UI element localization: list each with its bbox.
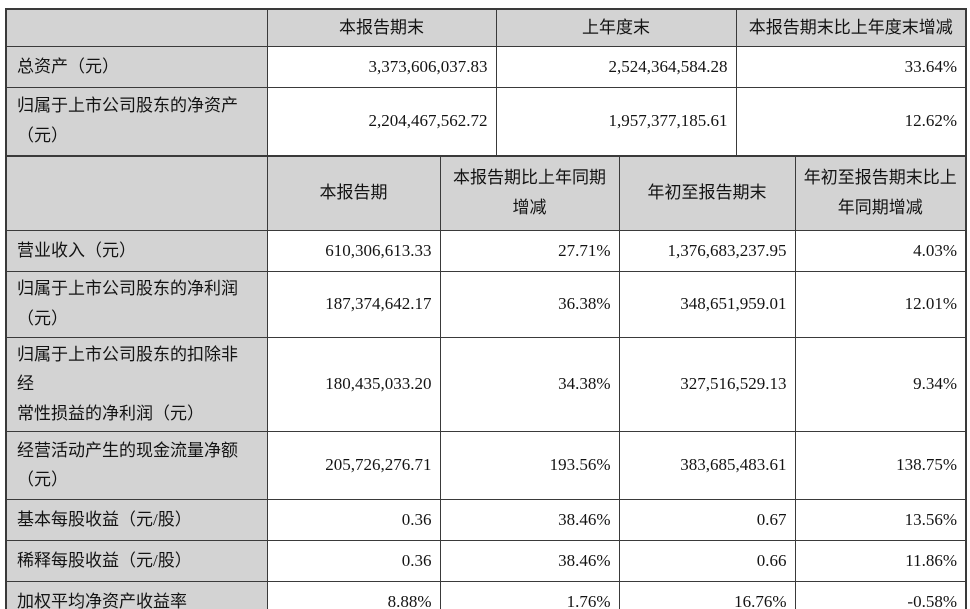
value-prior-year-end: 1,957,377,185.61: [495, 86, 737, 156]
value-prior-year-end: 2,524,364,584.28: [495, 45, 737, 88]
value-yoy-change: 36.38%: [439, 270, 620, 338]
table-row-operating-cash-flow: 经营活动产生的现金流量净额 （元） 205,726,276.71 193.56%…: [5, 430, 967, 500]
table-row-diluted-eps: 稀释每股收益（元/股） 0.36 38.46% 0.66 11.86%: [5, 539, 967, 582]
table-row-operating-revenue: 营业收入（元） 610,306,613.33 27.71% 1,376,683,…: [5, 229, 967, 272]
period-summary-header-row: 本报告期 本报告期比上年同期 增减 年初至报告期末 年初至报告期末比上 年同期增…: [5, 155, 967, 231]
column-header-current-period-end: 本报告期末: [266, 8, 497, 47]
value-yoy-change: 1.76%: [439, 580, 620, 609]
row-label: 归属于上市公司股东的净利润 （元）: [5, 270, 268, 338]
value-ytd-yoy-change: 9.34%: [794, 336, 967, 432]
value-current-period: 0.36: [266, 539, 441, 582]
table-row-basic-eps: 基本每股收益（元/股） 0.36 38.46% 0.67 13.56%: [5, 498, 967, 541]
value-ytd-yoy-change: 138.75%: [794, 430, 967, 500]
value-ytd-yoy-change: -0.58%: [794, 580, 967, 609]
column-header-change: 本报告期末比上年度末增减: [735, 8, 967, 47]
value-ytd: 383,685,483.61: [618, 430, 796, 500]
balance-summary-header-row: 本报告期末 上年度末 本报告期末比上年度末增减: [5, 8, 967, 47]
row-label: 总资产（元）: [5, 45, 268, 88]
value-yoy-change: 27.71%: [439, 229, 620, 272]
value-ytd: 0.66: [618, 539, 796, 582]
column-header-ytd: 年初至报告期末: [618, 155, 796, 231]
value-current-period: 187,374,642.17: [266, 270, 441, 338]
value-current-period-end: 3,373,606,037.83: [266, 45, 497, 88]
value-ytd-yoy-change: 13.56%: [794, 498, 967, 541]
value-current-period: 610,306,613.33: [266, 229, 441, 272]
value-ytd-yoy-change: 11.86%: [794, 539, 967, 582]
table-row-weighted-avg-roe: 加权平均净资产收益率 8.88% 1.76% 16.76% -0.58%: [5, 580, 967, 609]
value-yoy-change: 38.46%: [439, 498, 620, 541]
row-label: 营业收入（元）: [5, 229, 268, 272]
value-yoy-change: 193.56%: [439, 430, 620, 500]
value-ytd: 348,651,959.01: [618, 270, 796, 338]
value-change: 12.62%: [735, 86, 967, 156]
value-current-period: 180,435,033.20: [266, 336, 441, 432]
row-label: 归属于上市公司股东的净资产 （元）: [5, 86, 268, 156]
value-change: 33.64%: [735, 45, 967, 88]
table-row-net-profit: 归属于上市公司股东的净利润 （元） 187,374,642.17 36.38% …: [5, 270, 967, 338]
row-label: 加权平均净资产收益率: [5, 580, 268, 609]
balance-summary-table: 本报告期末 上年度末 本报告期末比上年度末增减 总资产（元） 3,373,606…: [5, 8, 967, 156]
table-row-net-assets: 归属于上市公司股东的净资产 （元） 2,204,467,562.72 1,957…: [5, 86, 967, 156]
column-header-prior-year-end: 上年度末: [495, 8, 737, 47]
value-ytd: 327,516,529.13: [618, 336, 796, 432]
row-label: 稀释每股收益（元/股）: [5, 539, 268, 582]
value-current-period: 205,726,276.71: [266, 430, 441, 500]
value-yoy-change: 38.46%: [439, 539, 620, 582]
value-ytd-yoy-change: 12.01%: [794, 270, 967, 338]
value-ytd: 0.67: [618, 498, 796, 541]
row-label: 归属于上市公司股东的扣除非经 常性损益的净利润（元）: [5, 336, 268, 432]
table-row-net-profit-excl-nonrecurring: 归属于上市公司股东的扣除非经 常性损益的净利润（元） 180,435,033.2…: [5, 336, 967, 432]
row-label: 经营活动产生的现金流量净额 （元）: [5, 430, 268, 500]
column-header-current-period: 本报告期: [266, 155, 441, 231]
column-header-yoy-change: 本报告期比上年同期 增减: [439, 155, 620, 231]
value-current-period-end: 2,204,467,562.72: [266, 86, 497, 156]
table-row-total-assets: 总资产（元） 3,373,606,037.83 2,524,364,584.28…: [5, 45, 967, 88]
value-ytd-yoy-change: 4.03%: [794, 229, 967, 272]
corner-cell: [5, 8, 268, 47]
period-summary-table: 本报告期 本报告期比上年同期 增减 年初至报告期末 年初至报告期末比上 年同期增…: [5, 155, 967, 609]
value-yoy-change: 34.38%: [439, 336, 620, 432]
value-current-period: 8.88%: [266, 580, 441, 609]
row-label: 基本每股收益（元/股）: [5, 498, 268, 541]
corner-cell: [5, 155, 268, 231]
value-ytd: 1,376,683,237.95: [618, 229, 796, 272]
column-header-ytd-yoy-change: 年初至报告期末比上 年同期增减: [794, 155, 967, 231]
value-current-period: 0.36: [266, 498, 441, 541]
value-ytd: 16.76%: [618, 580, 796, 609]
